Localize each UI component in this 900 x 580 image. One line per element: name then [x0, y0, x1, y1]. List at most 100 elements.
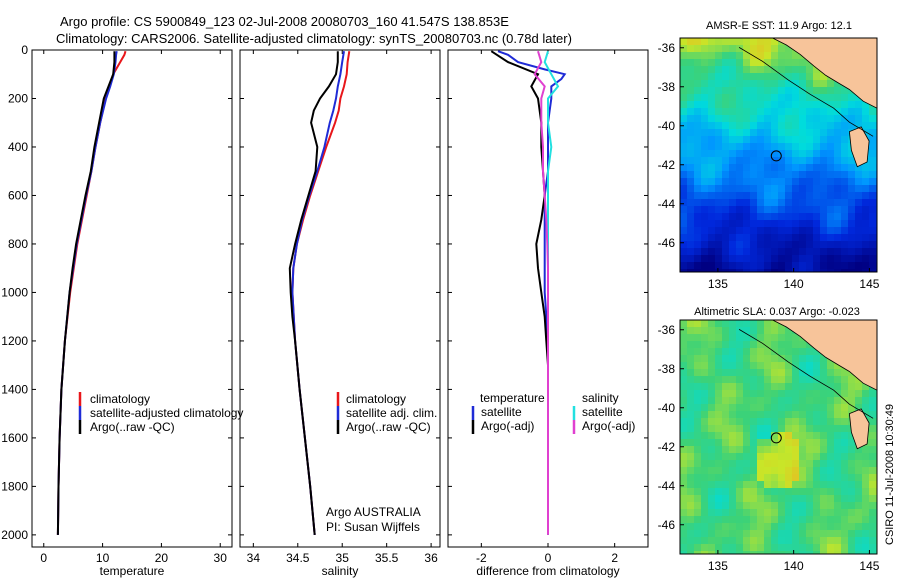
map-cell: [708, 262, 716, 270]
map-cell: [729, 66, 737, 74]
map-cell: [848, 453, 856, 461]
map-cell: [743, 262, 751, 270]
map-cell: [799, 129, 807, 137]
map-cell: [764, 199, 772, 207]
map-cell: [680, 355, 688, 363]
map-cell: [869, 425, 877, 433]
map-cell: [694, 87, 702, 95]
map-cell: [743, 432, 751, 440]
map-cell: [687, 157, 695, 165]
map-cell: [827, 164, 835, 172]
map-cell: [834, 397, 842, 405]
map-cell: [771, 432, 779, 440]
map-cell: [792, 66, 800, 74]
map-cell: [694, 185, 702, 193]
map-cell: [708, 418, 716, 426]
map-cell: [834, 376, 842, 384]
map-cell: [848, 397, 856, 405]
map-cell: [799, 136, 807, 144]
map-cell: [799, 59, 807, 67]
land-mass: [772, 320, 877, 391]
map-cell: [848, 530, 856, 538]
map-cell: [729, 108, 737, 116]
map-cell: [778, 234, 786, 242]
map-cell: [799, 474, 807, 482]
map-cell: [750, 115, 758, 123]
map-cell: [736, 94, 744, 102]
map-cell: [827, 185, 835, 193]
map-cell: [771, 376, 779, 384]
map-cell: [778, 425, 786, 433]
map-cell: [792, 87, 800, 95]
map-cell: [715, 171, 723, 179]
map-cell: [757, 397, 765, 405]
map-cell: [799, 108, 807, 116]
map-cell: [687, 255, 695, 263]
map-cell: [715, 206, 723, 214]
map-cell: [687, 453, 695, 461]
map-cell: [750, 262, 758, 270]
map-cell: [827, 213, 835, 221]
x-tick-label: 35: [336, 551, 350, 565]
map-cell: [841, 453, 849, 461]
map-cell: [687, 227, 695, 235]
map-cell: [862, 453, 870, 461]
map-cell: [827, 411, 835, 419]
map-cell: [869, 488, 877, 496]
map-cell: [827, 255, 835, 263]
map-cell: [778, 80, 786, 88]
map-cell: [701, 136, 709, 144]
map-cell: [701, 199, 709, 207]
map-cell: [722, 355, 730, 363]
map-cell: [736, 38, 744, 46]
map-cell: [834, 369, 842, 377]
map-cell: [764, 404, 772, 412]
map-cell: [785, 495, 793, 503]
map-cell: [687, 530, 695, 538]
map-cell: [792, 397, 800, 405]
map-cell: [827, 530, 835, 538]
map-cell: [834, 418, 842, 426]
map-cell: [806, 143, 814, 151]
map-cell: [743, 551, 751, 554]
map-cell: [806, 502, 814, 510]
map-cell: [715, 199, 723, 207]
map-cell: [701, 355, 709, 363]
map-cell: [680, 334, 688, 342]
map-cell: [841, 509, 849, 517]
map-cell: [848, 178, 856, 186]
map-cell: [862, 227, 870, 235]
map-cell: [869, 171, 877, 179]
map-cell: [799, 544, 807, 552]
map-cell: [778, 157, 786, 165]
map-cell: [778, 327, 786, 335]
map-cell: [680, 262, 688, 270]
map-cell: [834, 227, 842, 235]
map-cell: [708, 453, 716, 461]
map-cell: [736, 157, 744, 165]
map-cell: [736, 474, 744, 482]
map-cell: [722, 101, 730, 109]
map-cell: [764, 52, 772, 60]
map-cell: [855, 227, 863, 235]
map-cell: [827, 157, 835, 165]
map-cell: [806, 80, 814, 88]
map-cell: [764, 80, 772, 88]
map-cell: [778, 446, 786, 454]
map-cell: [729, 439, 737, 447]
map-cell: [708, 269, 716, 272]
map-cell: [687, 122, 695, 130]
map-cell: [785, 551, 793, 554]
map-cell: [771, 453, 779, 461]
map-cell: [736, 206, 744, 214]
y-tick-label: -36: [658, 41, 676, 55]
map-cell: [848, 390, 856, 398]
map-cell: [757, 383, 765, 391]
map-cell: [708, 192, 716, 200]
map-cell: [722, 341, 730, 349]
map-cell: [792, 453, 800, 461]
map-cell: [708, 52, 716, 60]
map-cell: [708, 150, 716, 158]
x-tick-label: 135: [708, 559, 728, 573]
